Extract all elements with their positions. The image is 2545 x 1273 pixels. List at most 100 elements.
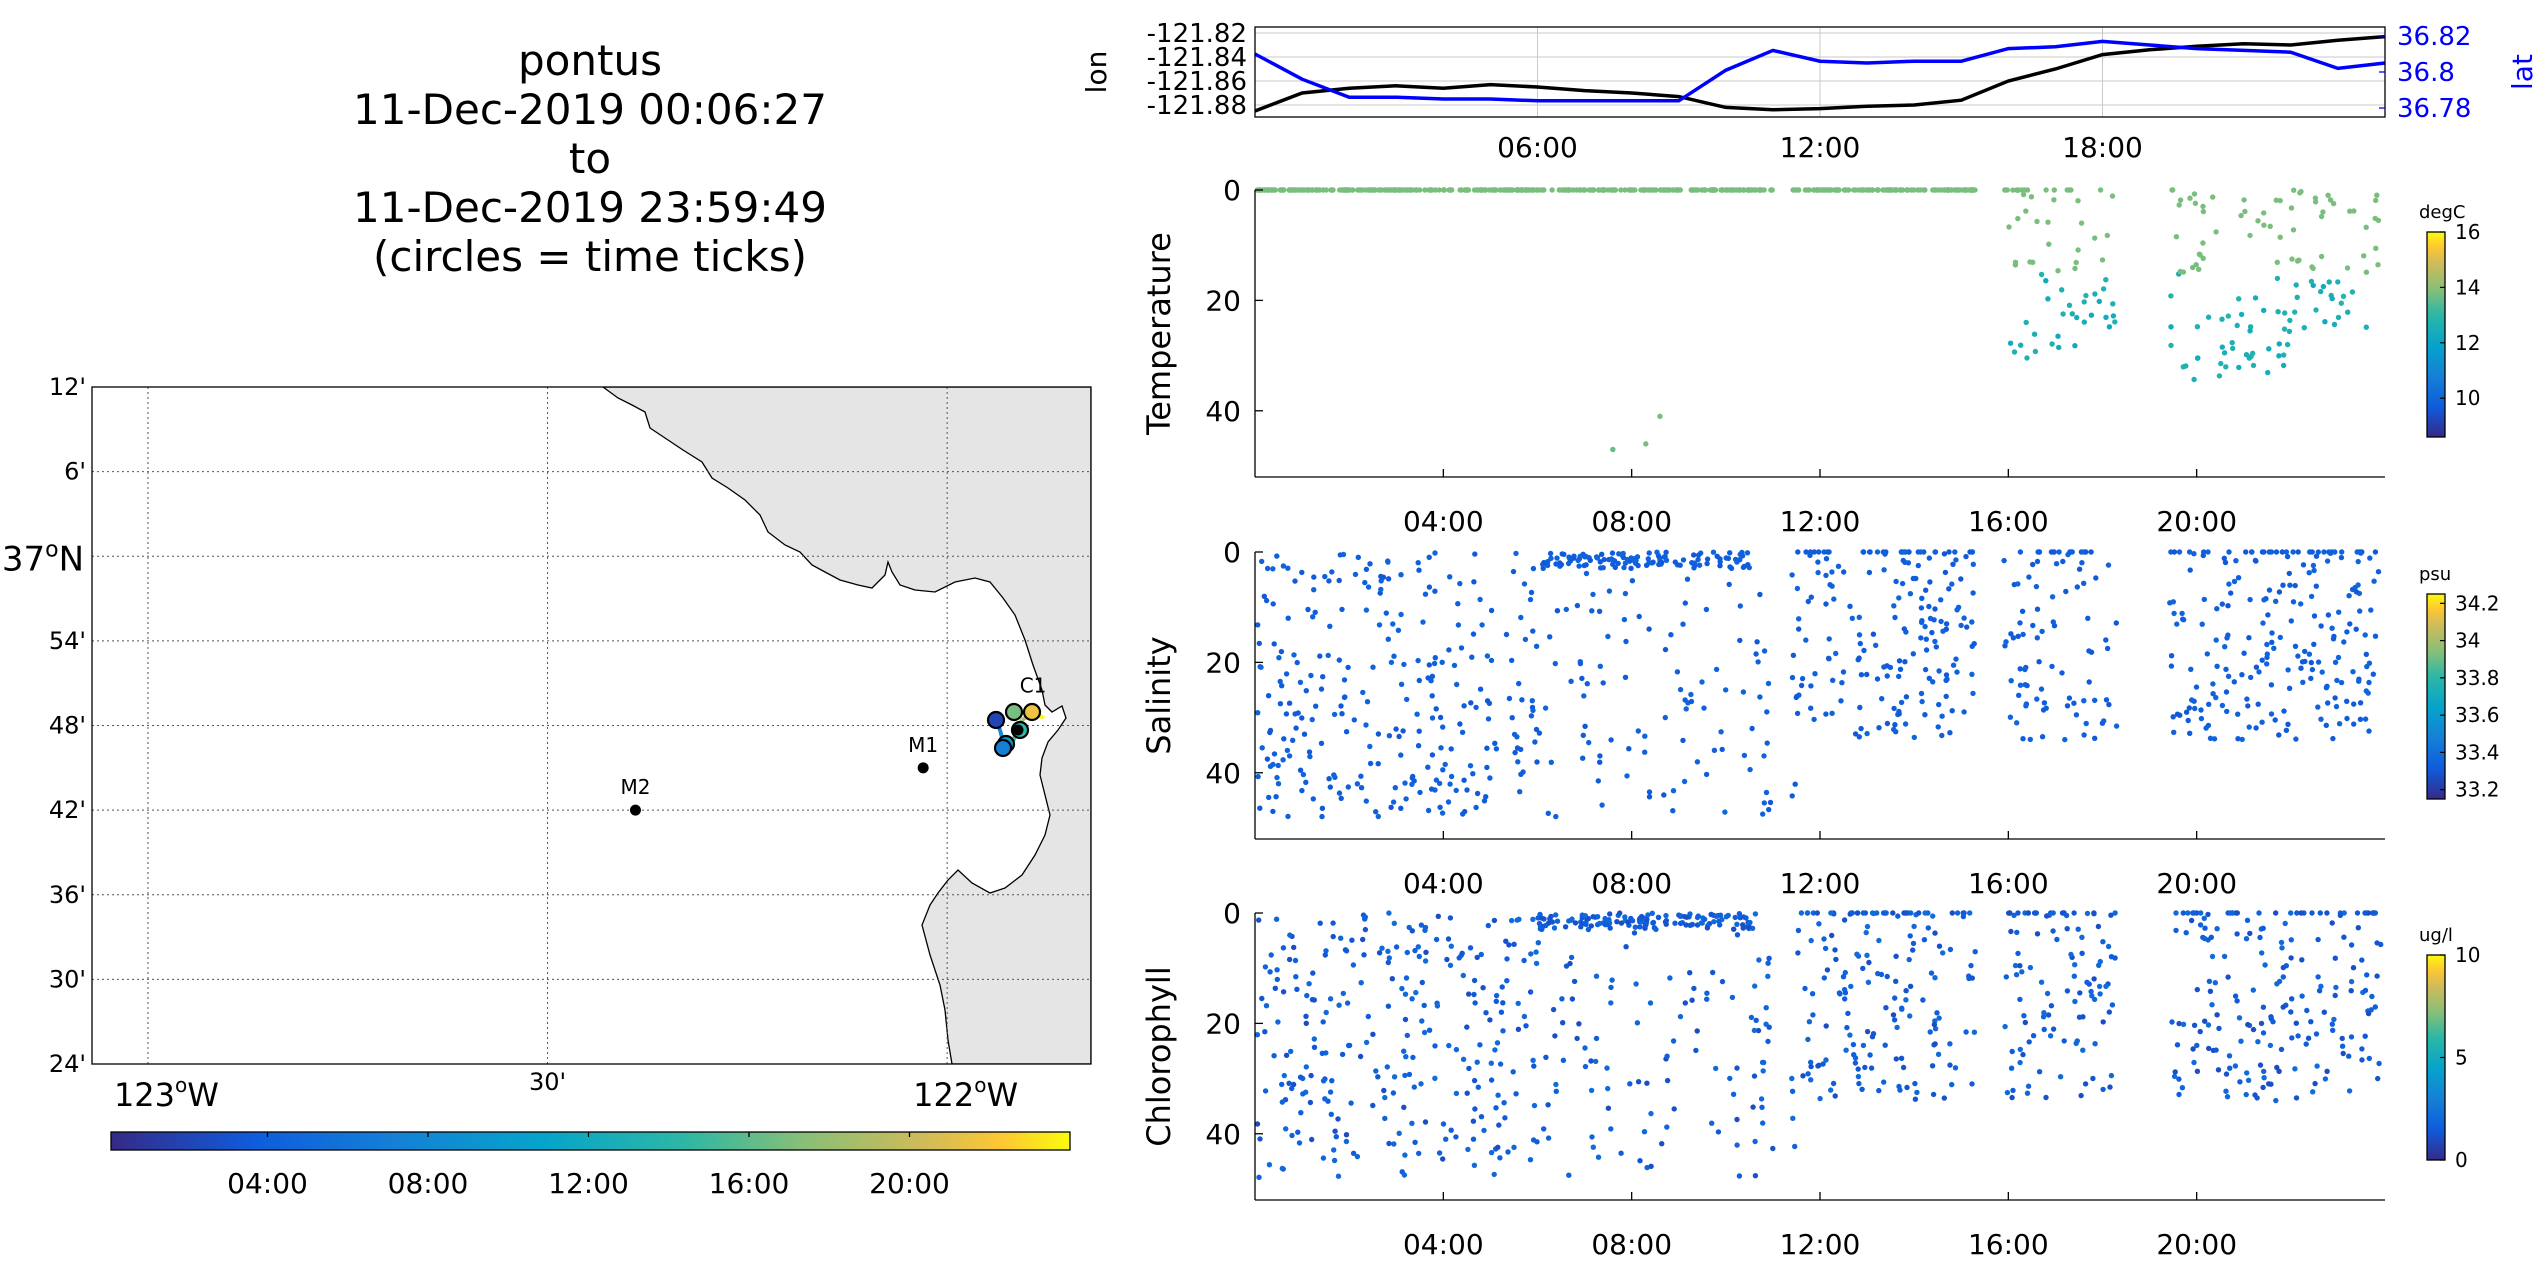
data-point bbox=[2079, 934, 2085, 940]
data-point bbox=[2258, 1020, 2265, 1027]
data-point bbox=[1701, 705, 1707, 711]
data-point bbox=[2243, 1091, 2249, 1098]
data-point bbox=[1447, 915, 1454, 921]
data-point bbox=[2315, 974, 2321, 980]
data-point bbox=[2095, 923, 2102, 930]
data-point bbox=[1949, 1081, 1955, 1088]
data-point bbox=[1456, 955, 1462, 961]
data-point bbox=[1367, 760, 1374, 767]
data-point bbox=[2055, 268, 2061, 274]
data-point bbox=[2230, 345, 2236, 352]
data-point bbox=[2113, 723, 2120, 729]
data-point bbox=[2299, 957, 2305, 963]
data-point bbox=[2043, 1094, 2049, 1101]
data-point bbox=[1806, 187, 1812, 193]
data-point bbox=[2015, 950, 2021, 957]
data-point bbox=[1593, 1058, 1599, 1065]
data-point bbox=[1453, 1090, 1460, 1097]
data-point bbox=[1622, 560, 1629, 566]
colorbar-tick-label: 33.8 bbox=[2455, 666, 2500, 690]
data-point bbox=[1580, 732, 1587, 738]
data-point bbox=[1386, 910, 1392, 916]
data-point bbox=[1933, 644, 1940, 650]
data-point bbox=[1860, 187, 1867, 193]
data-point bbox=[1382, 187, 1388, 193]
data-point bbox=[2236, 364, 2242, 371]
data-point bbox=[1796, 626, 1802, 632]
data-point bbox=[2213, 229, 2219, 235]
data-point bbox=[1929, 1063, 1936, 1069]
data-point bbox=[2105, 562, 2112, 568]
data-point bbox=[1896, 1083, 1902, 1090]
data-point bbox=[1896, 673, 1902, 680]
data-point bbox=[2077, 990, 2083, 996]
data-point bbox=[1755, 659, 1761, 665]
data-point bbox=[1925, 925, 1932, 931]
data-point bbox=[1392, 785, 1399, 791]
x-tick-label: 20:00 bbox=[2156, 1228, 2237, 1261]
data-point bbox=[2313, 553, 2320, 559]
data-point bbox=[1521, 581, 1528, 587]
lat-series-line bbox=[1254, 39, 2386, 103]
data-point bbox=[1958, 576, 1964, 582]
data-point bbox=[1410, 773, 1416, 780]
data-point bbox=[1572, 920, 1579, 926]
data-point bbox=[1604, 1065, 1610, 1071]
data-point bbox=[2260, 1004, 2267, 1010]
data-point bbox=[1375, 761, 1381, 767]
data-point bbox=[1583, 921, 1589, 928]
data-point bbox=[2283, 549, 2290, 555]
data-point bbox=[2073, 1040, 2079, 1047]
data-point bbox=[1398, 611, 1404, 618]
map-lon-tick-label: 122oW bbox=[913, 1073, 1018, 1114]
data-point bbox=[1849, 615, 1856, 621]
data-point bbox=[1833, 650, 1839, 657]
data-point bbox=[1656, 561, 1662, 568]
data-point bbox=[2370, 671, 2376, 677]
data-point bbox=[1358, 785, 1365, 791]
data-point bbox=[1432, 1075, 1438, 1082]
data-point bbox=[1270, 601, 1276, 607]
data-point bbox=[2313, 583, 2319, 589]
data-point bbox=[2256, 910, 2262, 916]
colorbar-tick-label: 12 bbox=[2455, 331, 2480, 355]
data-point bbox=[1893, 953, 1899, 959]
data-point bbox=[2291, 187, 2297, 193]
data-point bbox=[2092, 735, 2098, 741]
data-point bbox=[1635, 562, 1641, 569]
data-point bbox=[1365, 584, 1372, 590]
data-point bbox=[2008, 631, 2014, 637]
data-point bbox=[1466, 991, 1472, 997]
data-point bbox=[1918, 635, 1924, 641]
data-point bbox=[2023, 664, 2029, 671]
data-point bbox=[1256, 917, 1262, 923]
data-point bbox=[1280, 563, 1287, 569]
data-point bbox=[1485, 716, 1492, 722]
data-point bbox=[2101, 718, 2107, 724]
data-point bbox=[1892, 995, 1898, 1001]
data-point bbox=[2372, 549, 2379, 555]
data-point bbox=[2260, 1084, 2266, 1091]
data-point bbox=[2212, 980, 2218, 986]
data-point bbox=[1474, 954, 1480, 961]
data-point bbox=[1906, 956, 1912, 963]
data-point bbox=[1531, 1102, 1538, 1109]
data-point bbox=[1631, 930, 1638, 936]
data-point bbox=[1588, 1058, 1594, 1064]
data-point bbox=[1882, 1042, 1888, 1048]
data-point bbox=[2039, 628, 2045, 635]
data-point bbox=[1289, 1085, 1295, 1092]
data-point bbox=[1607, 925, 1613, 931]
data-point bbox=[2273, 598, 2279, 604]
data-point bbox=[2298, 910, 2304, 916]
data-point bbox=[1481, 1127, 1487, 1134]
data-point bbox=[1362, 926, 1369, 933]
data-point bbox=[1715, 1129, 1722, 1135]
data-point bbox=[2040, 707, 2047, 713]
data-point bbox=[1936, 668, 1942, 674]
data-point bbox=[1270, 566, 1276, 572]
data-point bbox=[1857, 640, 1864, 647]
data-point bbox=[2090, 1075, 2096, 1082]
data-point bbox=[1681, 778, 1688, 785]
data-point bbox=[1293, 974, 1299, 980]
